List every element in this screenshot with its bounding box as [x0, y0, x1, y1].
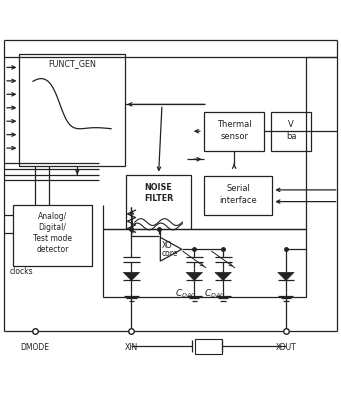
Polygon shape — [215, 272, 231, 280]
Text: ba: ba — [286, 132, 296, 141]
Text: XIN: XIN — [125, 343, 138, 352]
Text: Analog/: Analog/ — [38, 212, 67, 221]
Text: sensor: sensor — [220, 132, 248, 141]
Text: NOISE: NOISE — [145, 183, 173, 192]
Polygon shape — [186, 272, 203, 280]
Text: $C_{DAC}$: $C_{DAC}$ — [175, 287, 197, 300]
Text: XO: XO — [162, 241, 173, 250]
Text: clocks: clocks — [9, 267, 33, 276]
Bar — [271, 112, 311, 151]
Bar — [205, 112, 264, 151]
Text: $C_{DAC}$: $C_{DAC}$ — [204, 287, 226, 300]
Text: V: V — [288, 120, 294, 129]
Text: DMODE: DMODE — [20, 343, 49, 352]
Text: core: core — [162, 249, 178, 258]
Bar — [205, 176, 272, 215]
Bar — [195, 338, 222, 354]
Text: FILTER: FILTER — [144, 194, 173, 204]
Text: Digital/: Digital/ — [39, 223, 66, 232]
Bar — [13, 205, 92, 266]
Text: FUNCT_GEN: FUNCT_GEN — [48, 59, 96, 68]
Text: Test mode: Test mode — [33, 234, 72, 243]
Bar — [19, 54, 125, 166]
Polygon shape — [278, 272, 294, 280]
Polygon shape — [123, 272, 139, 280]
Text: Serial: Serial — [226, 184, 250, 194]
Text: interface: interface — [220, 196, 257, 205]
Bar — [103, 229, 306, 297]
Bar — [127, 174, 191, 234]
Text: XOUT: XOUT — [276, 343, 296, 352]
Text: Thermal: Thermal — [217, 120, 252, 129]
Text: detector: detector — [36, 246, 69, 254]
